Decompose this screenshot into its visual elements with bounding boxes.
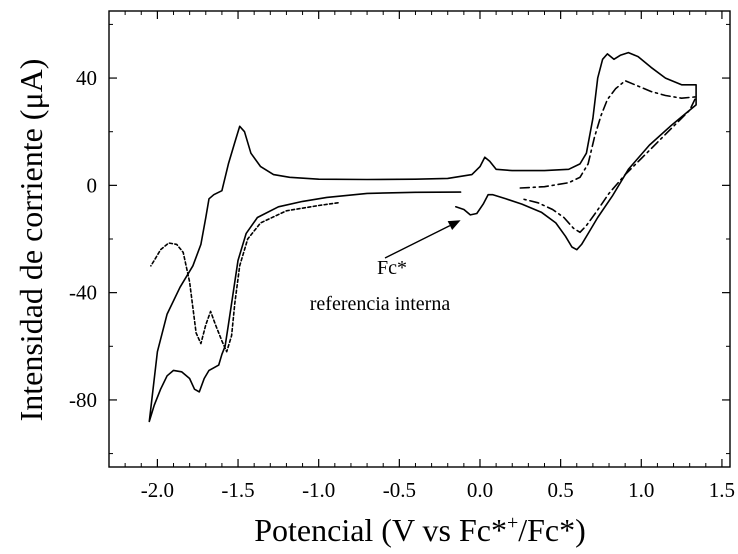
annotation-line2: referencia interna [310,293,451,315]
fc-annotation: Fc* referencia interna [310,220,461,315]
x-axis-title: Potencial (V vs Fc*+/Fc*) [254,512,586,548]
x-tick-label: -2.0 [141,478,174,502]
x-tick-label: -1.0 [302,478,335,502]
x-tick-label: 1.0 [628,478,654,502]
x-tick-label: 0.0 [467,478,493,502]
series-line-dashdot [519,79,697,234]
annotation-arrowhead [447,220,461,231]
x-tick-label: 1.5 [709,478,735,502]
series-line-dotted [150,202,339,353]
y-tick-label: 0 [87,173,98,197]
annotation-arrow [384,224,451,259]
x-tick-label: -0.5 [383,478,416,502]
axis-ticks [109,11,730,467]
y-axis-title: Intensidad de corriente (μA) [13,59,49,422]
y-tick-label: 40 [76,66,97,90]
x-tick-label: 0.5 [548,478,574,502]
series-line-solid [148,51,697,423]
data-series [148,51,697,423]
y-tick-label: -80 [69,388,97,412]
x-tick-label: -1.5 [221,478,254,502]
axis-tick-labels: -2.0 -1.5 -1.0 -0.5 0.0 0.5 1.0 1.5 -80 -40 0 40 [69,66,735,502]
y-tick-label: -40 [69,281,97,305]
annotation-line1: Fc* [377,257,407,279]
